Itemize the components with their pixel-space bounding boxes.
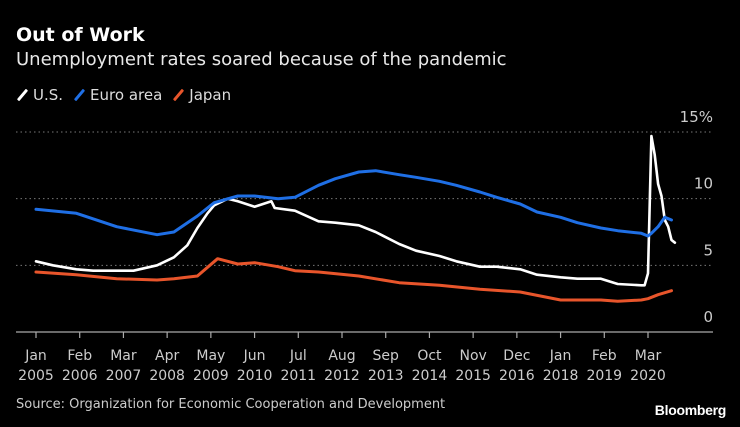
y-tick-label: 5 [703, 241, 713, 259]
legend-item: Japan [172, 86, 231, 104]
legend-label: U.S. [33, 86, 64, 104]
x-tick-month: May [196, 348, 225, 364]
x-tick-month: Apr [155, 348, 179, 364]
x-tick-month: Sep [373, 348, 400, 364]
x-tick-year: 2008 [149, 368, 185, 384]
x-tick-year: 2009 [193, 368, 229, 384]
x-tick-month: Aug [328, 348, 355, 364]
x-tick-year: 2010 [237, 368, 273, 384]
x-tick-year: 2011 [280, 368, 316, 384]
chart-subtitle: Unemployment rates soared because of the… [16, 49, 507, 70]
x-tick-year: 2016 [499, 368, 535, 384]
legend-label: Euro area [90, 86, 163, 104]
y-tick-label: 15% [680, 108, 713, 126]
legend-label: Japan [189, 86, 232, 104]
x-tick-month: Mar [110, 348, 137, 364]
legend: U.S. Euro area Japan [16, 86, 231, 104]
x-tick-year: 2018 [543, 368, 579, 384]
x-tick-month: Jun [243, 348, 266, 364]
legend-item: U.S. [16, 86, 63, 104]
x-tick-year: 2006 [62, 368, 98, 384]
series-line-u-s [34, 134, 677, 287]
bloomberg-logo: Bloomberg [654, 402, 727, 418]
source-note: Source: Organization for Economic Cooper… [16, 397, 446, 412]
x-tick-year: 2013 [368, 368, 404, 384]
x-tick-month: Nov [459, 348, 486, 364]
x-tick-year: 2015 [455, 368, 491, 384]
x-tick-month: Jul [289, 348, 307, 364]
chart-title: Out of Work [16, 24, 145, 46]
x-tick-month: Oct [417, 348, 442, 364]
x-tick-year: 2014 [412, 368, 448, 384]
x-tick-year: 2005 [18, 368, 54, 384]
y-tick-label: 0 [703, 308, 713, 326]
x-tick-month: Jan [549, 348, 572, 364]
x-tick-month: Dec [503, 348, 530, 364]
x-tick-month: Mar [635, 348, 662, 364]
x-tick-year: 2007 [106, 368, 142, 384]
legend-item: Euro area [73, 86, 162, 104]
y-tick-label: 10 [694, 175, 713, 193]
x-tick-month: Jan [24, 348, 47, 364]
x-tick-year: 2020 [630, 368, 666, 384]
x-tick-month: Feb [67, 348, 92, 364]
series-line-japan [34, 257, 673, 303]
x-tick-year: 2012 [324, 368, 360, 384]
x-tick-year: 2019 [586, 368, 622, 384]
series-line-euro-area [34, 169, 673, 238]
x-tick-month: Feb [592, 348, 617, 364]
